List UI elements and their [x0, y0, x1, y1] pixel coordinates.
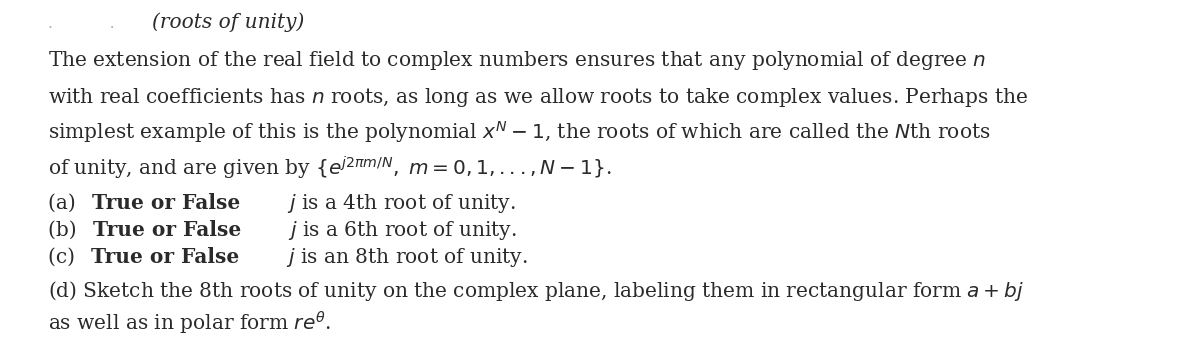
Text: of unity, and are given by $\{e^{j2\pi m/N},\; m=0,1,...,N-1\}$.: of unity, and are given by $\{e^{j2\pi m… [48, 155, 612, 182]
Text: The extension of the real field to complex numbers ensures that any polynomial o: The extension of the real field to compl… [48, 49, 986, 72]
Text: .            .: . . [48, 17, 128, 31]
Text: True or False: True or False [92, 193, 240, 213]
Text: $j$ is a 6th root of unity.: $j$ is a 6th root of unity. [284, 219, 517, 242]
Text: (d) Sketch the 8th roots of unity on the complex plane, labeling them in rectang: (d) Sketch the 8th roots of unity on the… [48, 279, 1024, 303]
Text: (roots of unity): (roots of unity) [152, 13, 305, 32]
Text: $j$ is a 4th root of unity.: $j$ is a 4th root of unity. [283, 192, 516, 215]
Text: True or False: True or False [91, 247, 239, 267]
Text: True or False: True or False [94, 220, 241, 240]
Text: $j$ is an 8th root of unity.: $j$ is an 8th root of unity. [282, 246, 528, 269]
Text: simplest example of this is the polynomial $x^{N}-1$, the roots of which are cal: simplest example of this is the polynomi… [48, 119, 990, 145]
Text: as well as in polar form $re^{\theta}$.: as well as in polar form $re^{\theta}$. [48, 310, 331, 337]
Text: (b): (b) [48, 221, 83, 240]
Text: (a): (a) [48, 194, 82, 213]
Text: (c): (c) [48, 248, 82, 267]
Text: with real coefficients has $n$ roots, as long as we allow roots to take complex : with real coefficients has $n$ roots, as… [48, 86, 1028, 108]
